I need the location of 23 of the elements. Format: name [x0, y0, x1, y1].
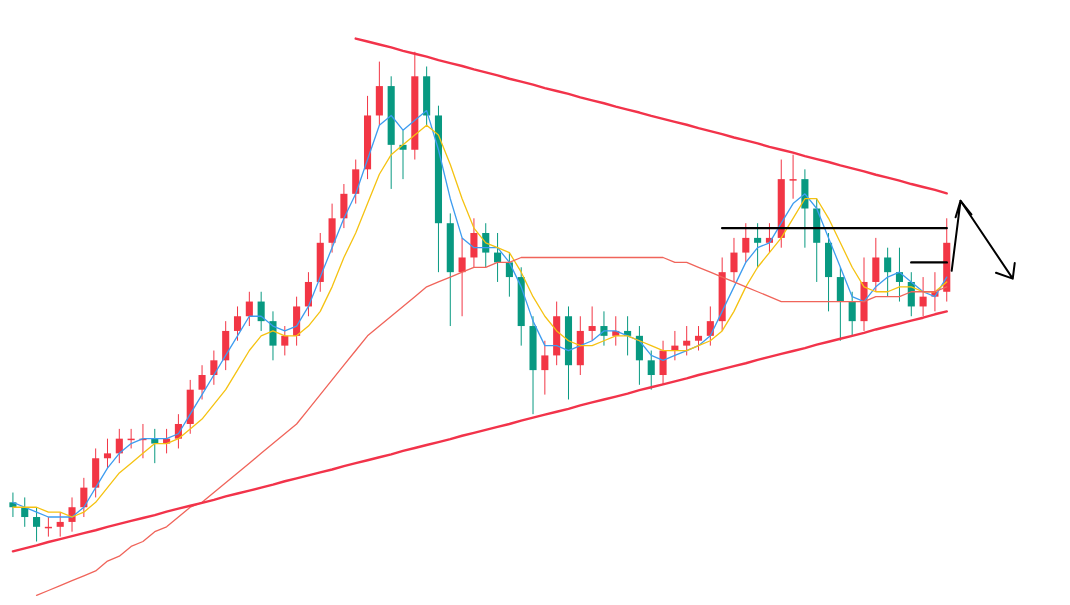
candlestick	[245, 291, 253, 327]
candlestick	[56, 511, 64, 538]
candlestick	[281, 325, 289, 356]
candlestick	[541, 340, 549, 396]
candlestick	[210, 350, 218, 386]
candlestick	[198, 364, 206, 400]
candlestick	[399, 129, 407, 180]
candlestick	[884, 247, 892, 298]
candlestick	[33, 506, 41, 543]
candlestick	[80, 477, 88, 518]
candlestick	[742, 222, 750, 263]
candlestick	[694, 325, 703, 352]
candlestick	[683, 325, 691, 356]
candlestick	[730, 237, 738, 283]
candlestick	[588, 305, 596, 342]
candlestick	[754, 222, 762, 268]
candlestick	[103, 438, 112, 469]
candlestick	[848, 291, 856, 337]
candlestick	[458, 237, 466, 317]
candlestick	[647, 350, 655, 391]
candlestick	[706, 305, 714, 347]
candlestick	[494, 232, 502, 283]
candlestick	[233, 305, 242, 342]
